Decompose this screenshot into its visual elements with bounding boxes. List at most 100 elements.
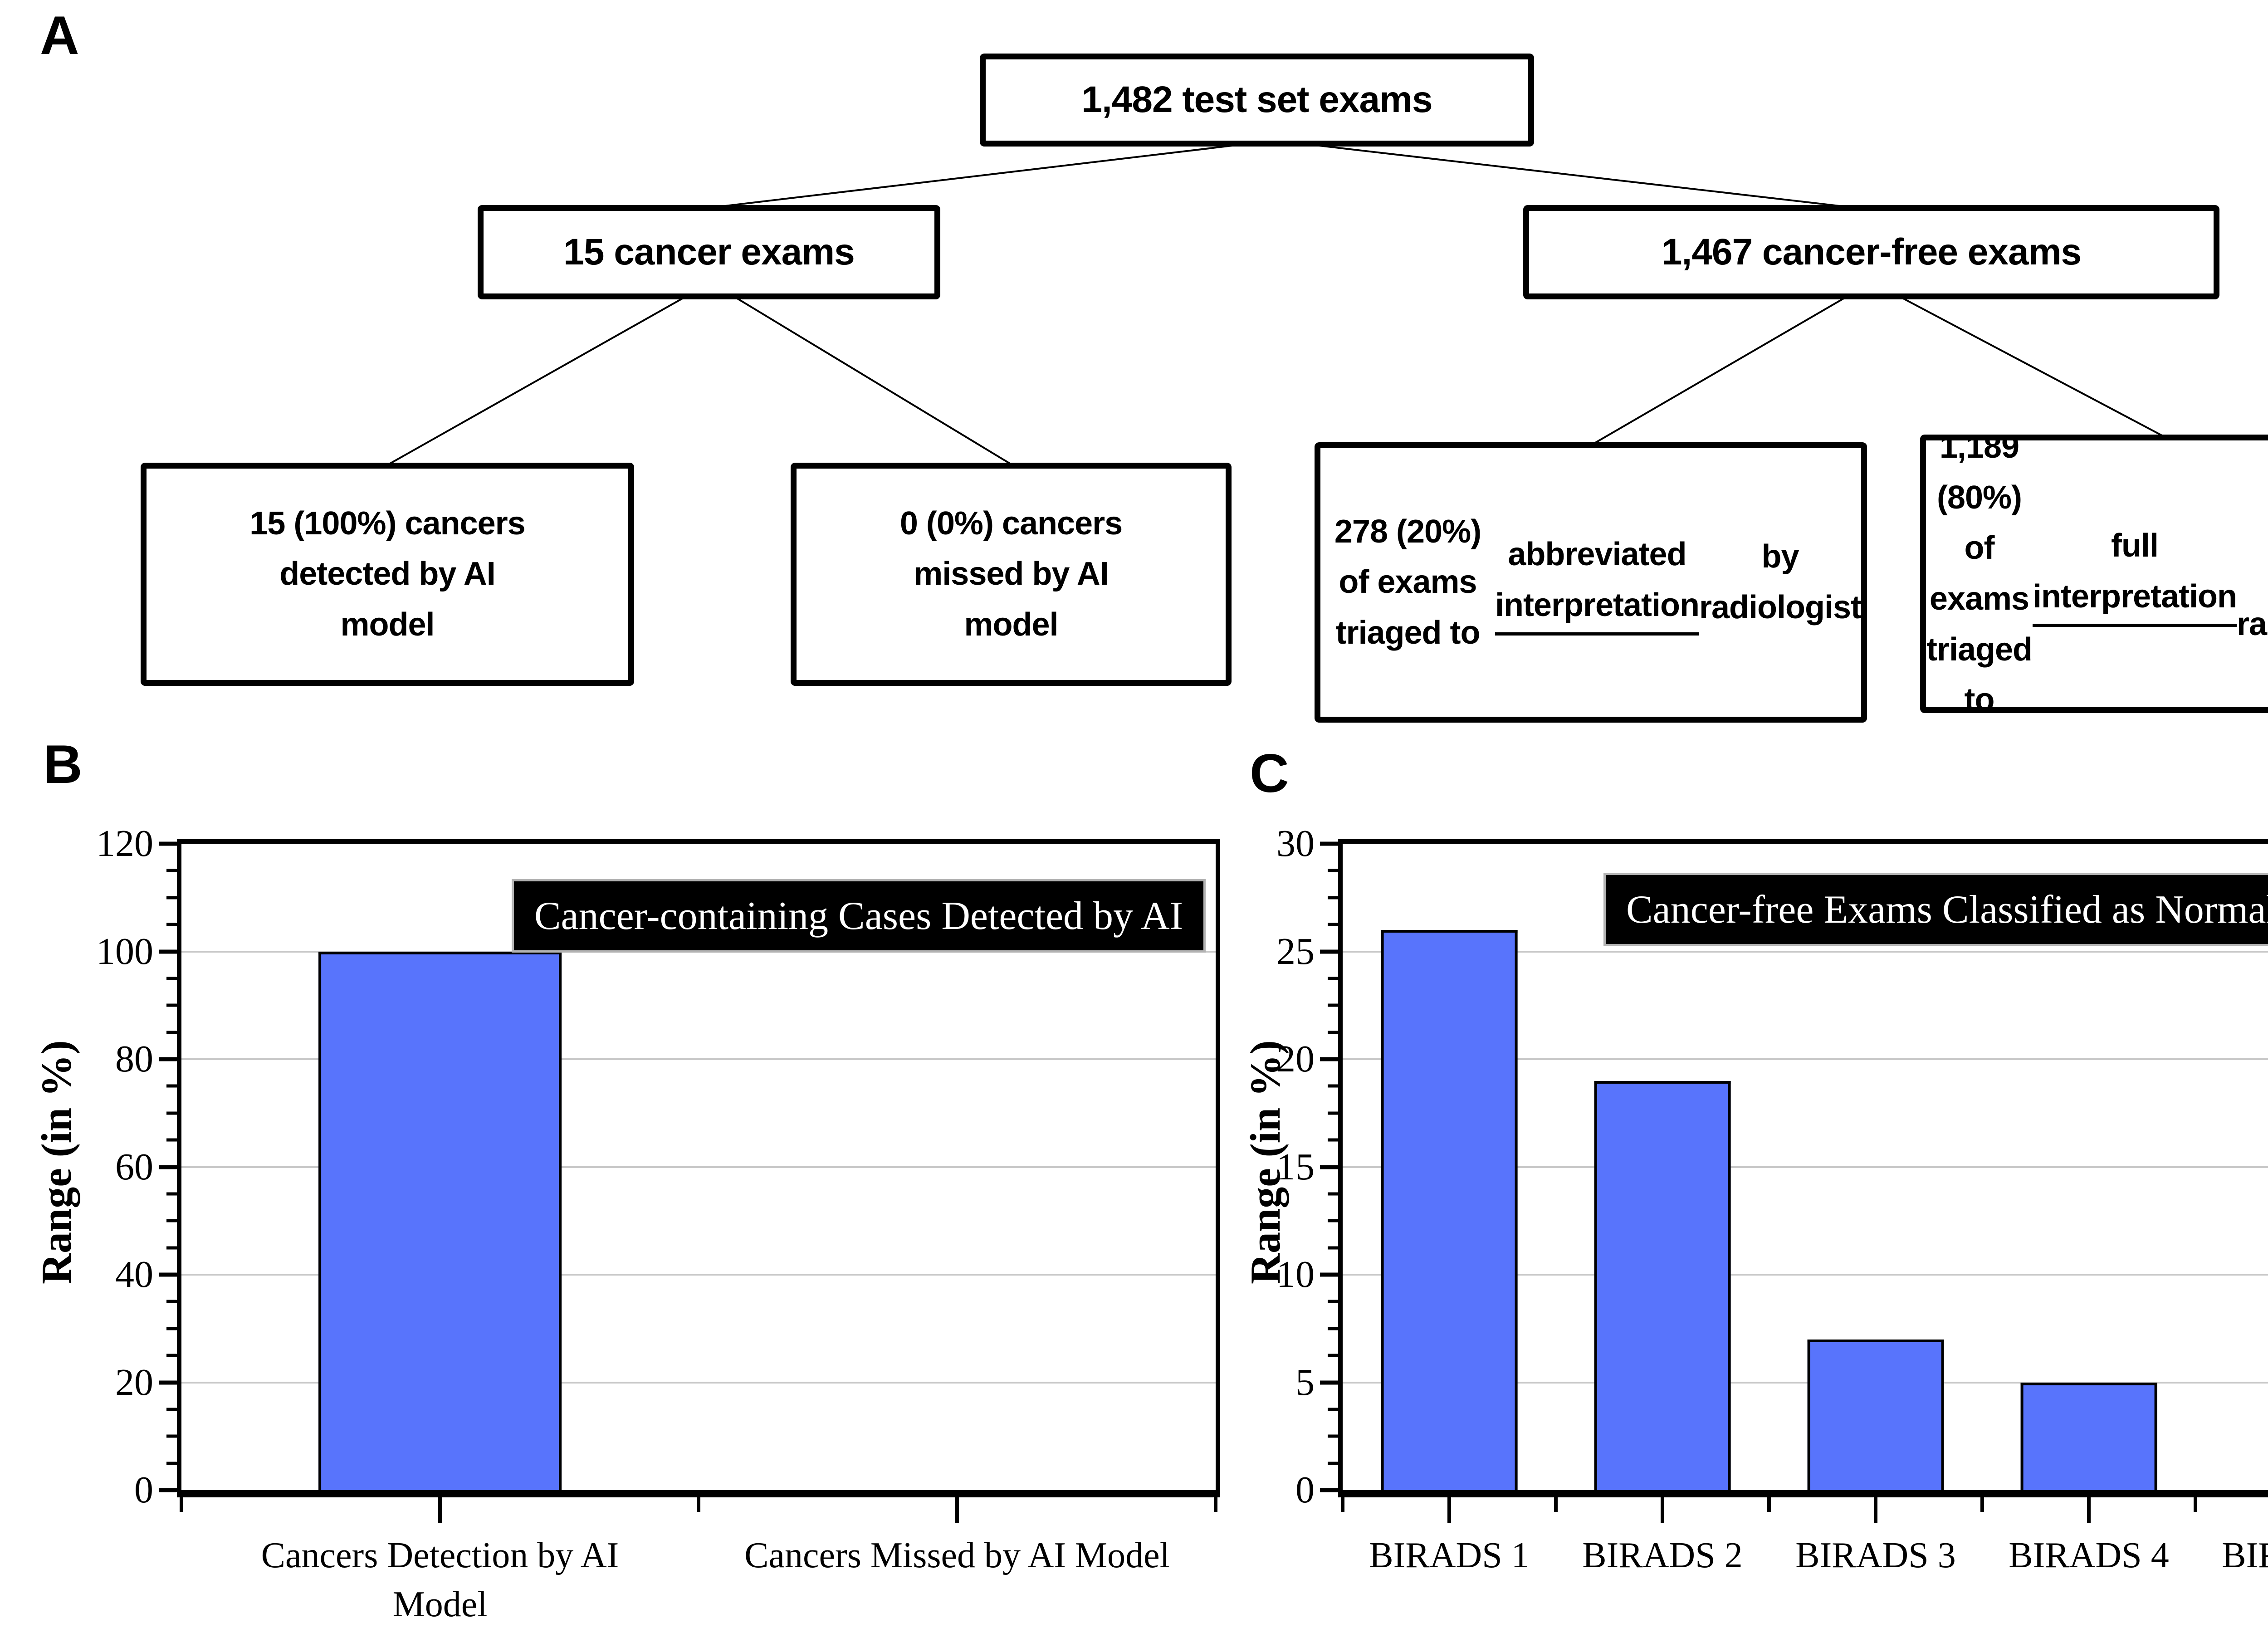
gridline <box>1343 1166 2268 1168</box>
gridline <box>1343 1058 2268 1060</box>
x-center-tick <box>1447 1497 1451 1523</box>
x-center-tick <box>438 1497 442 1523</box>
bar <box>318 951 562 1490</box>
abbreviated-text-pre: 278 (20%) of exams triaged to <box>1334 513 1481 651</box>
y-minor-tick <box>166 977 177 980</box>
panel-b-y-axis-title: Range (in %) <box>33 1040 80 1284</box>
y-minor-tick <box>166 1192 177 1196</box>
x-center-tick <box>1874 1497 1877 1523</box>
y-minor-tick <box>166 1300 177 1303</box>
y-major-tick <box>159 1057 177 1061</box>
y-minor-tick <box>1328 1219 1338 1222</box>
x-center-tick <box>1661 1497 1664 1523</box>
y-major-tick <box>1320 1380 1338 1384</box>
y-major-tick <box>159 1165 177 1169</box>
panel-c-plot-area: Cancer-free Exams Classified as Normal b… <box>1276 825 2268 1575</box>
y-minor-tick <box>166 1462 177 1465</box>
panel-b-label: B <box>43 734 83 795</box>
y-minor-tick <box>1328 1111 1338 1115</box>
panel-c-label: C <box>1250 743 1289 804</box>
x-center-tick <box>2087 1497 2091 1523</box>
y-minor-tick <box>166 869 177 872</box>
x-category-label: BIRADS 4 <box>2009 1535 2169 1575</box>
y-minor-tick <box>166 1327 177 1330</box>
bar <box>1807 1339 1944 1490</box>
y-major-tick <box>159 1488 177 1492</box>
gridline <box>1343 950 2268 953</box>
x-boundary-tick <box>180 1497 183 1512</box>
x-boundary-tick <box>1214 1497 1217 1512</box>
y-minor-tick <box>1328 1354 1338 1357</box>
x-category-label: Cancers Detection by AI Model <box>261 1535 619 1624</box>
panel-c-chart-title: Cancer-free Exams Classified as Normal b… <box>1603 873 2268 946</box>
x-category-label: BIRADS 3 <box>1795 1535 1956 1575</box>
flow-box-cancer-free: 1,467 cancer-free exams <box>1523 205 2219 299</box>
gridline <box>181 1274 1216 1276</box>
y-minor-tick <box>166 923 177 926</box>
y-minor-tick <box>166 896 177 900</box>
bar <box>1594 1081 1731 1490</box>
gridline <box>181 1381 1216 1384</box>
y-minor-tick <box>1328 1003 1338 1007</box>
bar <box>2020 1382 2157 1490</box>
y-minor-tick <box>166 1111 177 1115</box>
gridline <box>1343 1274 2268 1276</box>
y-major-tick <box>159 1380 177 1384</box>
full-text-underlined: full interpretation <box>2032 521 2237 627</box>
y-major-tick <box>1320 949 1338 953</box>
y-major-tick <box>1320 1488 1338 1492</box>
x-category-label: Cancers Missed by AI Model <box>744 1535 1170 1575</box>
panel-c-y-axis-title: Range (in %) <box>1242 1040 1289 1284</box>
y-major-tick <box>1320 841 1338 846</box>
abbreviated-text-underlined: abbreviated interpretation <box>1495 529 1700 636</box>
y-minor-tick <box>1328 977 1338 980</box>
x-category-label: BIRADS 1 <box>1369 1535 1530 1575</box>
panel-b-chart-title: Cancer-containing Cases Detected by AI <box>511 879 1206 953</box>
y-minor-tick <box>1328 1084 1338 1088</box>
abbreviated-text-post: by radiologist <box>1699 538 1862 626</box>
y-minor-tick <box>1328 1192 1338 1196</box>
y-minor-tick <box>166 1003 177 1007</box>
y-minor-tick <box>1328 1462 1338 1465</box>
flow-box-detected: 15 (100%) cancers detected by AI model <box>141 463 634 686</box>
y-minor-tick <box>1328 1246 1338 1250</box>
y-minor-tick <box>1328 1031 1338 1034</box>
bar <box>1381 930 1518 1490</box>
y-minor-tick <box>1328 1300 1338 1303</box>
y-minor-tick <box>166 1246 177 1250</box>
x-boundary-tick <box>1341 1497 1344 1512</box>
y-minor-tick <box>166 1354 177 1357</box>
flow-box-missed: 0 (0%) cancers missed by AI model <box>791 463 1232 686</box>
x-category-label: BIRADS 5 <box>2222 1535 2268 1575</box>
flow-box-cancer: 15 cancer exams <box>478 205 940 299</box>
gridline <box>1343 1381 2268 1384</box>
x-boundary-tick <box>1980 1497 1984 1512</box>
flow-box-abbreviated: 278 (20%) of exams triaged to abbreviate… <box>1315 442 1867 723</box>
y-major-tick <box>1320 1057 1338 1061</box>
y-minor-tick <box>1328 896 1338 900</box>
gridline <box>181 1058 1216 1060</box>
panel-b-plot-area: Cancer-containing Cases Detected by AI 0… <box>96 825 1220 1624</box>
y-minor-tick <box>166 1219 177 1222</box>
y-major-tick <box>159 1272 177 1277</box>
full-text-post: by radiologist <box>2236 606 2268 642</box>
y-minor-tick <box>166 1408 177 1411</box>
y-major-tick <box>159 949 177 953</box>
y-minor-tick <box>166 1434 177 1438</box>
flow-box-full-interpretation: 1,189 (80%) of exams triaged to full int… <box>1920 429 2268 718</box>
y-minor-tick <box>1328 1408 1338 1411</box>
y-minor-tick <box>166 1031 177 1034</box>
y-major-tick <box>1320 1272 1338 1277</box>
x-boundary-tick <box>697 1497 700 1512</box>
y-major-tick <box>159 841 177 846</box>
panel-a-label: A <box>40 5 79 66</box>
y-minor-tick <box>1328 869 1338 872</box>
x-boundary-tick <box>2194 1497 2197 1512</box>
y-major-tick <box>1320 1165 1338 1169</box>
y-minor-tick <box>1328 1434 1338 1438</box>
full-text-pre: 1,189 (80%) of exams triaged to <box>1926 429 2033 719</box>
y-minor-tick <box>166 1084 177 1088</box>
y-minor-tick <box>1328 1327 1338 1330</box>
x-boundary-tick <box>1554 1497 1558 1512</box>
